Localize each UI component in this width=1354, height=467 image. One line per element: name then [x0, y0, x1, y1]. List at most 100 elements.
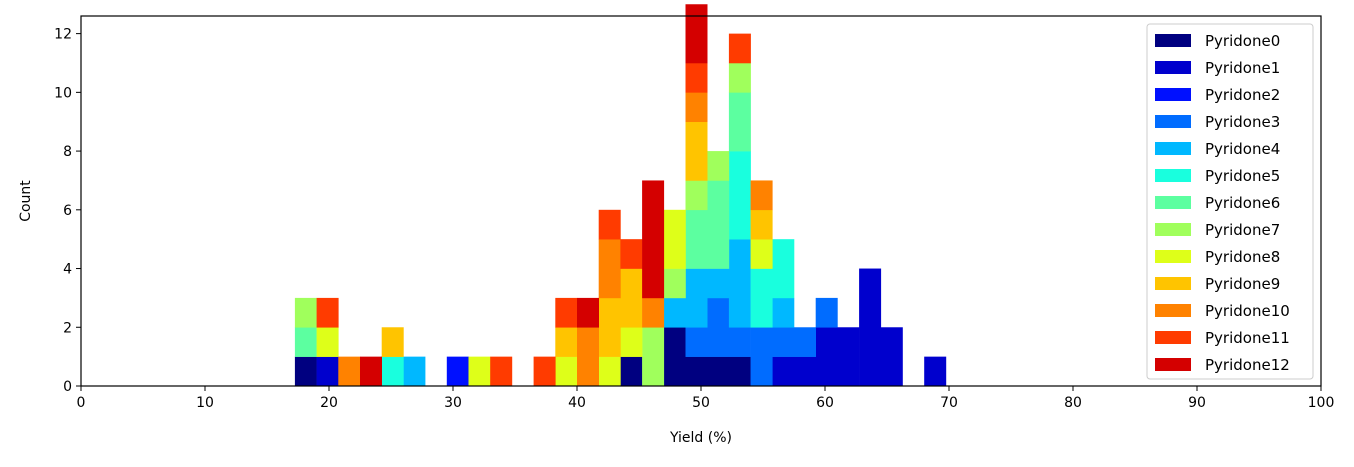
bar-Pyridone3-bin-24 — [815, 297, 838, 328]
bar-Pyridone7-bin-18 — [685, 180, 708, 211]
bar-Pyridone1-bin-24 — [815, 327, 838, 387]
y-tick-label: 4 — [63, 262, 72, 278]
legend-swatch-Pyridone1 — [1155, 61, 1191, 74]
y-tick-label: 6 — [63, 203, 72, 219]
bar-Pyridone11-bin-1 — [316, 297, 339, 328]
legend-label-Pyridone12: Pyridone12 — [1205, 356, 1290, 374]
bar-Pyridone1-bin-22 — [772, 356, 795, 387]
x-tick-label: 90 — [1188, 395, 1206, 411]
bar-Pyridone11-bin-15 — [620, 239, 643, 269]
x-tick-label: 80 — [1064, 395, 1082, 411]
bar-Pyridone10-bin-14 — [598, 239, 621, 299]
y-tick-label: 12 — [54, 27, 72, 43]
legend-label-Pyridone2: Pyridone2 — [1205, 86, 1280, 104]
bar-Pyridone5-bin-4 — [381, 356, 404, 387]
legend-label-Pyridone1: Pyridone1 — [1205, 59, 1280, 77]
bar-Pyridone12-bin-18 — [685, 4, 708, 64]
bar-Pyridone11-bin-14 — [598, 209, 621, 240]
bar-Pyridone3-bin-23 — [794, 327, 816, 357]
bar-Pyridone2-bin-7 — [446, 356, 469, 387]
y-tick-label: 0 — [63, 379, 72, 395]
bar-Pyridone11-bin-20 — [728, 33, 751, 64]
bar-Pyridone10-bin-18 — [685, 92, 708, 123]
bar-Pyridone8-bin-14 — [598, 356, 621, 387]
bar-Pyridone12-bin-3 — [360, 356, 382, 387]
bar-Pyridone7-bin-20 — [728, 62, 751, 93]
bar-Pyridone1-bin-26 — [859, 268, 882, 387]
legend-label-Pyridone11: Pyridone11 — [1205, 329, 1290, 347]
legend-swatch-Pyridone5 — [1155, 169, 1191, 182]
legend-box — [1146, 23, 1314, 380]
y-tick-label: 10 — [54, 85, 72, 101]
x-tick-label: 10 — [196, 395, 214, 411]
bar-Pyridone12-bin-16 — [642, 180, 665, 299]
bar-Pyridone4-bin-18 — [685, 268, 708, 328]
legend-swatch-Pyridone7 — [1155, 223, 1191, 236]
bar-Pyridone8-bin-21 — [750, 239, 773, 269]
legend-swatch-Pyridone10 — [1155, 304, 1191, 317]
bar-Pyridone3-bin-22 — [772, 327, 795, 357]
bar-Pyridone11-bin-12 — [555, 297, 578, 328]
bar-Pyridone1-bin-27 — [880, 327, 903, 387]
bar-Pyridone8-bin-15 — [620, 327, 643, 357]
bar-Pyridone3-bin-19 — [707, 297, 730, 357]
bar-Pyridone5-bin-22 — [772, 239, 795, 299]
legend-label-Pyridone4: Pyridone4 — [1205, 140, 1280, 158]
legend-swatch-Pyridone2 — [1155, 88, 1191, 101]
legend-label-Pyridone0: Pyridone0 — [1205, 32, 1280, 50]
legend-swatch-Pyridone6 — [1155, 196, 1191, 209]
bar-Pyridone7-bin-16 — [642, 327, 665, 387]
bar-Pyridone1-bin-23 — [794, 356, 816, 387]
bar-Pyridone10-bin-2 — [338, 356, 361, 387]
legend-label-Pyridone7: Pyridone7 — [1205, 221, 1280, 239]
x-tick-label: 20 — [320, 395, 338, 411]
bar-Pyridone9-bin-12 — [555, 327, 578, 357]
legend-swatch-Pyridone11 — [1155, 331, 1191, 344]
bar-Pyridone12-bin-13 — [577, 297, 599, 328]
legend-label-Pyridone8: Pyridone8 — [1205, 248, 1280, 266]
bar-Pyridone6-bin-0 — [294, 327, 317, 357]
bar-Pyridone4-bin-17 — [663, 297, 686, 328]
legend-swatch-Pyridone0 — [1155, 34, 1191, 47]
x-axis: 0 10 20 30 40 50 60 70 80 90 100 — [77, 386, 1335, 411]
x-tick-label: 30 — [444, 395, 462, 411]
x-tick-label: 0 — [77, 395, 86, 411]
bar-Pyridone10-bin-13 — [577, 327, 599, 387]
bar-Pyridone4-bin-20 — [728, 239, 751, 328]
bar-Pyridone3-bin-18 — [685, 327, 708, 357]
bar-Pyridone5-bin-20 — [728, 151, 751, 240]
bar-Pyridone6-bin-20 — [728, 92, 751, 152]
y-axis: 0 2 4 6 8 10 12 — [54, 27, 81, 395]
bar-Pyridone5-bin-21 — [750, 268, 773, 328]
bar-Pyridone7-bin-19 — [707, 151, 730, 181]
x-tick-label: 70 — [940, 395, 958, 411]
legend-label-Pyridone3: Pyridone3 — [1205, 113, 1280, 131]
bar-Pyridone1-bin-25 — [837, 327, 860, 387]
bar-Pyridone3-bin-20 — [728, 327, 751, 357]
bar-Pyridone0-bin-15 — [620, 356, 643, 387]
legend-swatch-Pyridone12 — [1155, 358, 1191, 371]
y-tick-label: 2 — [63, 320, 72, 336]
y-axis-label: Count — [18, 180, 34, 222]
bar-Pyridone9-bin-15 — [620, 268, 643, 328]
bar-Pyridone7-bin-0 — [294, 297, 317, 328]
legend-label-Pyridone10: Pyridone10 — [1205, 302, 1290, 320]
y-tick-label: 8 — [63, 144, 72, 160]
bar-Pyridone0-bin-18 — [685, 356, 708, 387]
bar-Pyridone9-bin-14 — [598, 297, 621, 357]
bar-Pyridone11-bin-9 — [490, 356, 513, 387]
bar-Pyridone4-bin-22 — [772, 297, 795, 328]
bar-Pyridone1-bin-1 — [316, 356, 339, 387]
x-tick-label: 100 — [1308, 395, 1335, 411]
x-tick-label: 60 — [816, 395, 834, 411]
bar-Pyridone11-bin-18 — [685, 62, 708, 93]
bars-layer — [294, 4, 947, 387]
legend-label-Pyridone5: Pyridone5 — [1205, 167, 1280, 185]
bar-Pyridone8-bin-8 — [468, 356, 491, 387]
bar-Pyridone0-bin-17 — [663, 327, 686, 387]
bar-Pyridone8-bin-12 — [555, 356, 578, 387]
bar-Pyridone1-bin-29 — [924, 356, 947, 387]
legend-label-Pyridone9: Pyridone9 — [1205, 275, 1280, 293]
